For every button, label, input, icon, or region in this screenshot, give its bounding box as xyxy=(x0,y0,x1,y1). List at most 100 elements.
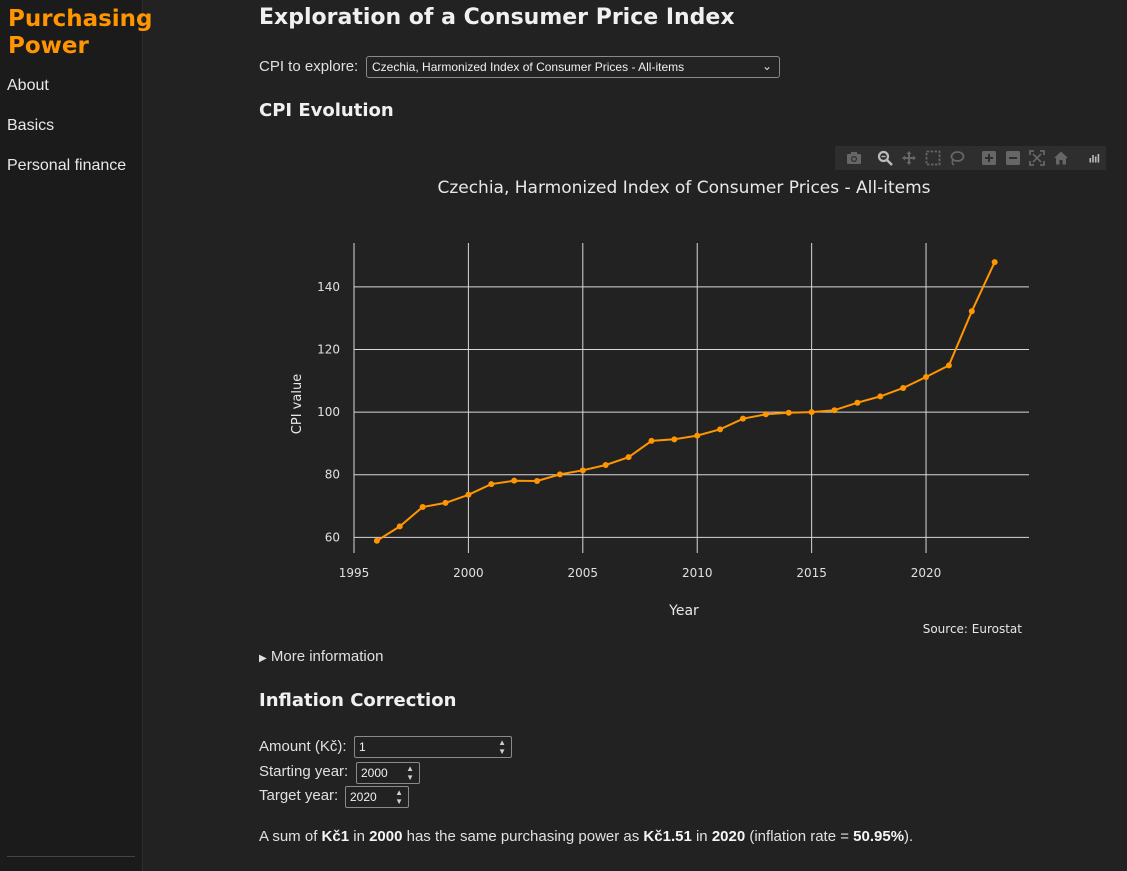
result-start-year: 2000 xyxy=(369,828,403,845)
target-year-stepper[interactable]: ▲ ▼ xyxy=(395,788,403,806)
data-point[interactable] xyxy=(991,259,998,266)
data-point[interactable] xyxy=(534,477,541,484)
result-target-year: 2020 xyxy=(711,828,746,845)
brand-line-1: Purchasing xyxy=(8,6,153,32)
y-tick-label: 80 xyxy=(325,468,340,482)
lasso-icon[interactable] xyxy=(949,150,965,166)
data-point[interactable] xyxy=(900,384,907,391)
amount-stepper[interactable]: ▲ ▼ xyxy=(498,738,506,756)
zoom-out-icon[interactable] xyxy=(1005,150,1021,166)
zoom-icon[interactable] xyxy=(877,150,893,166)
x-tick-label: 2000 xyxy=(453,566,484,580)
x-tick-label: 2005 xyxy=(568,566,599,580)
cpi-series-line xyxy=(376,261,996,542)
data-point[interactable] xyxy=(465,491,472,498)
data-point[interactable] xyxy=(373,537,380,544)
amount-label: Amount (Kč): xyxy=(259,738,347,755)
data-point[interactable] xyxy=(717,426,724,433)
page-title: Exploration of a Consumer Price Index xyxy=(259,5,735,30)
more-information-label: More information xyxy=(270,648,384,665)
y-axis-title: CPI value xyxy=(290,374,305,434)
data-point[interactable] xyxy=(671,436,678,443)
data-point[interactable] xyxy=(739,415,746,422)
data-point[interactable] xyxy=(923,374,930,381)
section-cpi-evolution: CPI Evolution xyxy=(259,100,394,121)
target-year-label: Target year: xyxy=(259,787,339,804)
inflation-result-text: A sum of Kč1 in 2000 has the same purcha… xyxy=(259,828,913,845)
x-tick-label: 1995 xyxy=(339,566,370,580)
starting-year-label: Starting year: xyxy=(259,763,349,780)
data-point[interactable] xyxy=(511,477,518,484)
data-point[interactable] xyxy=(488,481,495,488)
result-converted-amount: Kč1.51 xyxy=(643,828,692,845)
data-point[interactable] xyxy=(648,437,655,444)
data-point[interactable] xyxy=(762,411,769,418)
section-inflation-correction: Inflation Correction xyxy=(259,690,457,711)
data-point[interactable] xyxy=(396,523,403,530)
data-point[interactable] xyxy=(419,503,426,510)
cpi-chart[interactable]: Czechia, Harmonized Index of Consumer Pr… xyxy=(259,170,1119,640)
reset-axes-icon[interactable] xyxy=(1053,150,1069,166)
y-tick-label: 120 xyxy=(317,342,340,356)
plotly-logo-icon[interactable] xyxy=(1086,150,1102,166)
data-point[interactable] xyxy=(831,407,838,414)
cpi-label: CPI to explore: xyxy=(259,58,359,75)
data-point[interactable] xyxy=(442,499,449,506)
y-tick-label: 100 xyxy=(317,405,340,419)
result-text-4: in xyxy=(691,828,712,845)
cpi-select-value: Czechia, Harmonized Index of Consumer Pr… xyxy=(372,60,685,74)
camera-icon[interactable] xyxy=(846,150,862,166)
sidebar: Purchasing Power About Basics Personal f… xyxy=(0,0,153,871)
data-point[interactable] xyxy=(556,471,563,478)
chart-modebar xyxy=(835,146,1106,170)
result-inflation-rate: 50.95% xyxy=(853,828,905,845)
starting-year-stepper[interactable]: ▲ ▼ xyxy=(406,764,414,782)
data-point[interactable] xyxy=(945,362,952,369)
result-text-1: A sum of xyxy=(259,828,322,845)
x-tick-label: 2015 xyxy=(796,566,827,580)
amount-input[interactable]: 1 ▲ ▼ xyxy=(354,736,512,758)
x-axis-title: Year xyxy=(668,603,699,619)
box-select-icon[interactable] xyxy=(925,150,941,166)
sidebar-item-about[interactable]: About xyxy=(7,77,49,94)
app-brand[interactable]: Purchasing Power xyxy=(8,6,153,60)
data-point[interactable] xyxy=(785,409,792,416)
sidebar-divider xyxy=(7,856,135,857)
data-point[interactable] xyxy=(694,432,701,439)
x-tick-label: 2020 xyxy=(911,566,942,580)
autoscale-icon[interactable] xyxy=(1029,150,1045,166)
x-tick-label: 2010 xyxy=(682,566,713,580)
target-year-input[interactable]: 2020 ▲ ▼ xyxy=(345,786,409,808)
data-point[interactable] xyxy=(968,308,975,315)
cpi-select[interactable]: Czechia, Harmonized Index of Consumer Pr… xyxy=(366,56,780,78)
y-tick-label: 60 xyxy=(325,530,340,544)
sidebar-item-personal-finance[interactable]: Personal finance xyxy=(7,157,127,174)
chart-source-note: Source: Eurostat xyxy=(923,622,1023,636)
starting-year-value: 2000 xyxy=(361,766,388,780)
chevron-down-icon: ⌄ xyxy=(761,59,772,73)
y-axis: 60 80 100 120 140 xyxy=(317,280,340,545)
brand-line-2: Power xyxy=(8,33,89,59)
data-point[interactable] xyxy=(877,393,884,400)
starting-year-input[interactable]: 2000 ▲ ▼ xyxy=(356,762,420,784)
result-text-3: has the same purchasing power as xyxy=(402,828,644,845)
more-information-toggle[interactable]: ▶ More information xyxy=(259,648,383,665)
y-tick-label: 140 xyxy=(317,280,340,294)
result-text-6: ). xyxy=(904,828,914,845)
zoom-in-icon[interactable] xyxy=(981,150,997,166)
chart-title: Czechia, Harmonized Index of Consumer Pr… xyxy=(437,178,930,198)
pan-icon[interactable] xyxy=(901,150,917,166)
result-text-5: (inflation rate = xyxy=(745,828,854,845)
sidebar-item-basics[interactable]: Basics xyxy=(7,117,55,134)
data-point[interactable] xyxy=(808,409,815,416)
data-point[interactable] xyxy=(854,399,861,406)
data-point[interactable] xyxy=(625,454,632,461)
target-year-value: 2020 xyxy=(350,790,377,804)
x-axis: 1995 2000 2005 2010 2015 2020 xyxy=(339,566,942,580)
result-text-2: in xyxy=(349,828,370,845)
data-point[interactable] xyxy=(579,467,586,474)
disclosure-triangle-icon: ▶ xyxy=(259,653,267,664)
data-point[interactable] xyxy=(602,462,609,469)
amount-input-value: 1 xyxy=(359,740,366,754)
cpi-series-points xyxy=(373,259,998,544)
